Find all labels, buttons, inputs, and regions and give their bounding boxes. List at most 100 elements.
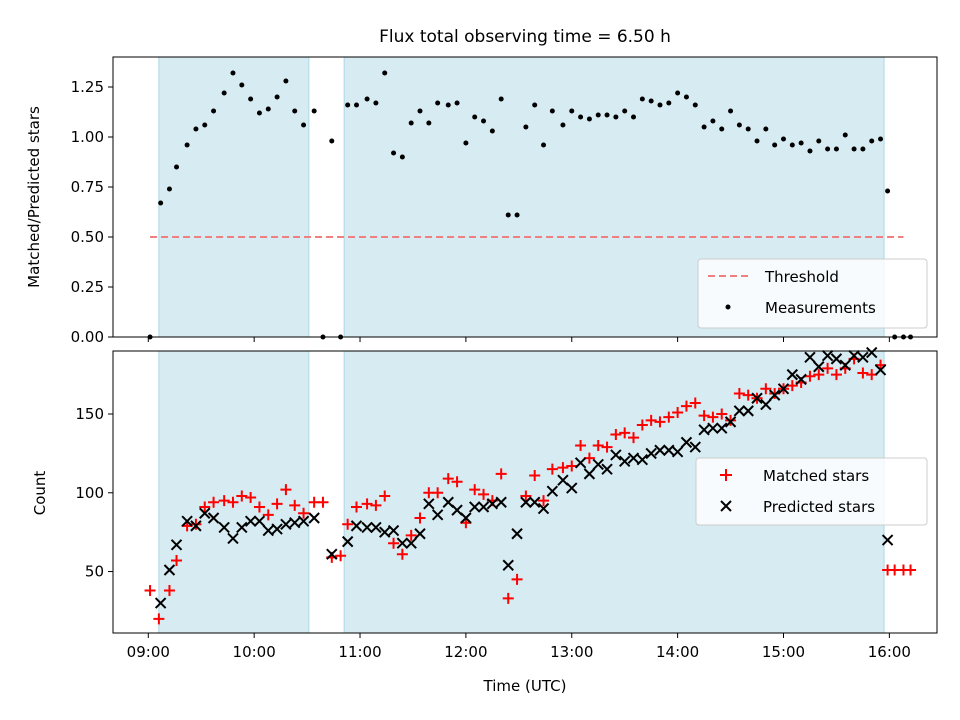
measurement-point: [549, 108, 555, 114]
matched-star-point: [317, 496, 329, 508]
matched-star-point: [733, 388, 745, 400]
measurement-point: [166, 186, 172, 192]
legend-predicted-swatch: [720, 500, 732, 512]
measurement-point: [728, 108, 734, 114]
measurement-point: [719, 126, 725, 132]
top-legend-box: [697, 258, 928, 329]
matched-star-point: [245, 492, 257, 504]
x-tick-label: 12:00: [444, 643, 487, 661]
matched-star-point: [379, 490, 391, 502]
measurement-point: [569, 108, 575, 114]
measurement-point: [532, 102, 538, 108]
matched-star-point: [857, 367, 869, 379]
measurement-point: [498, 96, 504, 102]
top-axes-frame: [112, 56, 938, 338]
measurement-point: [435, 100, 441, 106]
predicted-star-point: [236, 521, 248, 534]
measurement-point: [885, 188, 891, 194]
matched-star-point: [361, 498, 373, 510]
predicted-star-point: [451, 504, 463, 516]
measurement-point: [489, 128, 495, 134]
predicted-star-point: [271, 523, 283, 535]
matched-star-point: [342, 518, 354, 530]
legend-matched-swatch: [720, 469, 732, 481]
matched-star-point: [680, 400, 692, 412]
predicted-star-point: [786, 368, 799, 381]
y-tick-label: 50: [85, 563, 104, 581]
matched-star-point: [546, 463, 558, 475]
measurement-point: [193, 126, 199, 132]
predicted-star-point: [813, 361, 825, 373]
predicted-star-point: [874, 364, 887, 376]
measurement-point: [523, 124, 529, 130]
predicted-star-point: [190, 520, 202, 532]
predicted-star-point: [361, 521, 373, 534]
matched-star-point: [253, 501, 265, 513]
measurement-point: [174, 164, 180, 170]
predicted-star-point: [370, 521, 382, 534]
predicted-star-point: [154, 597, 167, 609]
predicted-star-point: [181, 515, 193, 527]
predicted-star-point: [601, 463, 613, 475]
predicted-star-point: [857, 351, 869, 364]
predicted-star-point: [627, 452, 640, 464]
y-tick-label: 150: [75, 405, 104, 423]
predicted-star-point: [528, 496, 541, 508]
predicted-star-point: [742, 405, 754, 417]
y-tick-label: 0.75: [71, 178, 104, 196]
bottom-legend: Matched stars Predicted stars: [695, 457, 928, 526]
measurement-point: [311, 108, 317, 114]
predicted-star-point: [654, 444, 666, 456]
legend-predicted-label: Predicted stars: [763, 498, 875, 516]
y-tick-label: 0.50: [71, 228, 104, 246]
measurement-point: [454, 100, 460, 106]
measurement-point: [560, 122, 566, 128]
measurement-point: [514, 212, 520, 218]
matched-star-point: [619, 427, 631, 439]
predicted-star-point: [768, 389, 781, 401]
measurement-point: [798, 140, 804, 146]
matched-star-point: [538, 495, 550, 507]
x-axis-label: Time (UTC): [483, 677, 567, 695]
matched-star-point: [236, 490, 248, 502]
matched-star-point: [469, 484, 481, 496]
predicted-star-point: [760, 398, 772, 411]
matched-star-point: [698, 410, 710, 422]
measurement-point: [860, 146, 866, 152]
top-legend: Threshold Measurements: [697, 258, 928, 329]
matched-star-point: [396, 548, 408, 560]
measurement-point: [869, 138, 875, 144]
measurement-point: [604, 112, 610, 118]
observing-span-0: [158, 350, 310, 634]
predicted-star-point: [795, 373, 807, 386]
matched-star-point: [529, 469, 541, 481]
measurement-point: [541, 142, 547, 148]
measurement-point: [710, 118, 716, 124]
measurement-point: [184, 142, 190, 148]
predicted-star-point: [387, 524, 400, 537]
measurement-point: [211, 108, 217, 114]
measurement-point: [202, 122, 208, 128]
measurement-point: [256, 110, 262, 116]
predicted-star-point: [379, 526, 391, 538]
matched-star-point: [153, 613, 165, 625]
predicted-star-point: [280, 518, 292, 531]
matched-star-point: [689, 397, 701, 409]
predicted-star-point: [414, 528, 426, 540]
matched-star-point: [645, 414, 657, 426]
matched-star-point: [502, 592, 514, 604]
measurement-point: [408, 120, 414, 126]
predicted-star-point: [502, 559, 514, 571]
y-tick-label: 1.00: [71, 128, 104, 146]
matched-star-point: [566, 460, 578, 472]
measurement-point: [701, 124, 707, 130]
predicted-star-point: [707, 422, 719, 434]
predicted-star-point: [583, 468, 596, 480]
y-tick-label: 100: [75, 484, 104, 502]
measurement-point: [666, 100, 672, 106]
predicted-star-point: [610, 449, 622, 461]
measurement-point: [833, 146, 839, 152]
measurement-point: [329, 138, 335, 144]
x-tick-label: 10:00: [233, 643, 276, 661]
x-tick-label: 14:00: [656, 643, 699, 661]
